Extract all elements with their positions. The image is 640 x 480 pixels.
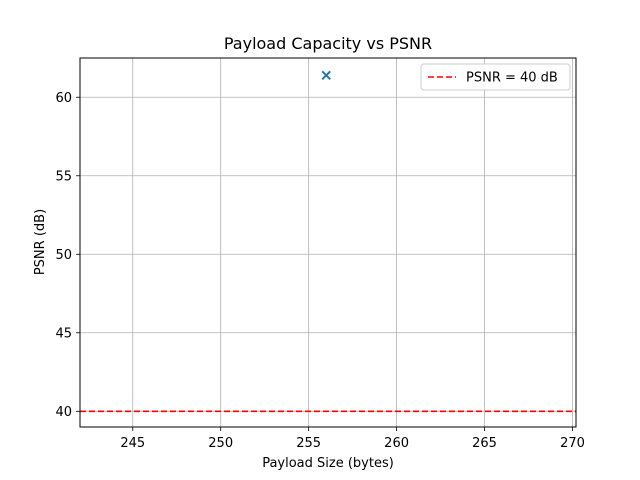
x-tick-label: 260 bbox=[384, 436, 409, 451]
chart-title: Payload Capacity vs PSNR bbox=[224, 34, 432, 53]
y-tick-label: 55 bbox=[55, 169, 72, 184]
y-tick-label: 50 bbox=[55, 248, 72, 263]
y-tick-label: 45 bbox=[55, 326, 72, 341]
legend-box bbox=[420, 63, 571, 91]
data-point bbox=[321, 70, 331, 80]
legend-label: PSNR = 40 dB bbox=[466, 71, 558, 86]
plot-background bbox=[80, 58, 576, 427]
x-axis-label: Payload Size (bytes) bbox=[262, 456, 394, 471]
data-points bbox=[321, 70, 331, 80]
marker-stroke bbox=[321, 70, 331, 80]
y-axis-label: PSNR (dB) bbox=[33, 209, 48, 275]
y-tick-label: 60 bbox=[55, 91, 72, 106]
x-tick-label: 265 bbox=[472, 436, 497, 451]
x-tick-label: 245 bbox=[120, 436, 145, 451]
x-tick-label: 250 bbox=[208, 436, 233, 451]
y-tick-label: 40 bbox=[55, 405, 72, 420]
ticks: 245 250 255 260 265 270 40 45 50 55 60 bbox=[55, 91, 584, 451]
x-tick-label: 270 bbox=[560, 436, 585, 451]
plot-frame bbox=[79, 57, 577, 428]
legend: PSNR = 40 dB bbox=[420, 63, 571, 91]
x-tick-label: 255 bbox=[296, 436, 321, 451]
